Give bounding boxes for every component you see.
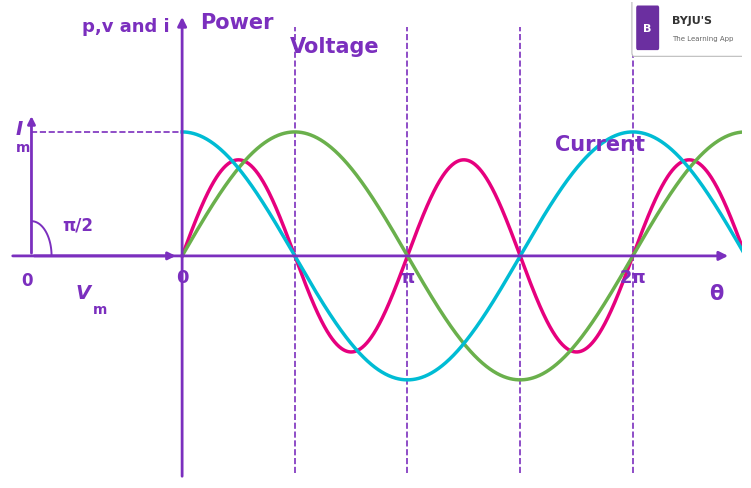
- Text: BYJU'S: BYJU'S: [672, 16, 712, 26]
- Text: p,v and i: p,v and i: [82, 18, 169, 36]
- Text: m: m: [16, 141, 30, 155]
- Text: π/2: π/2: [62, 216, 94, 234]
- Text: π: π: [400, 269, 415, 287]
- Text: I: I: [16, 120, 23, 139]
- Text: The Learning App: The Learning App: [672, 36, 734, 41]
- Text: 0: 0: [176, 269, 189, 287]
- Text: Voltage: Voltage: [290, 38, 379, 58]
- Text: θ: θ: [710, 284, 724, 304]
- Text: 0: 0: [22, 271, 33, 289]
- Text: V: V: [76, 284, 91, 303]
- FancyBboxPatch shape: [636, 6, 659, 51]
- Text: Current: Current: [555, 135, 645, 155]
- Text: B: B: [644, 24, 652, 34]
- Text: 2π: 2π: [620, 269, 646, 287]
- Text: m: m: [92, 302, 107, 316]
- FancyBboxPatch shape: [632, 0, 751, 57]
- Text: Power: Power: [200, 13, 273, 33]
